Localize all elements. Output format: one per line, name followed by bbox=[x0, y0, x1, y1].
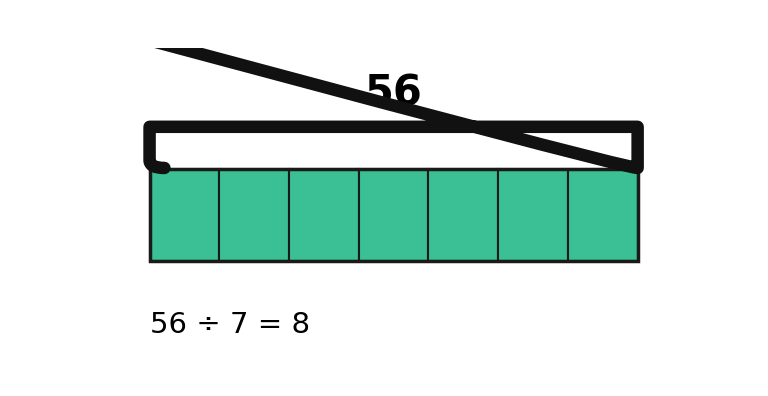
Bar bbox=[150, 169, 637, 261]
Bar bbox=[568, 169, 637, 261]
Bar bbox=[289, 169, 359, 261]
Bar bbox=[359, 169, 429, 261]
Bar bbox=[498, 169, 568, 261]
Bar bbox=[150, 169, 220, 261]
Text: 56 ÷ 7 = 8: 56 ÷ 7 = 8 bbox=[150, 311, 310, 339]
Bar bbox=[220, 169, 289, 261]
Bar bbox=[429, 169, 498, 261]
Text: 56: 56 bbox=[365, 72, 422, 114]
